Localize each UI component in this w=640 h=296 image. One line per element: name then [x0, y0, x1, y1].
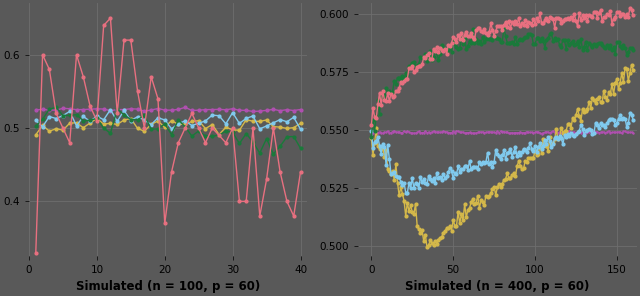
X-axis label: Simulated (n = 100, p = 60): Simulated (n = 100, p = 60) [76, 279, 260, 292]
X-axis label: Simulated (n = 400, p = 60): Simulated (n = 400, p = 60) [405, 279, 589, 292]
